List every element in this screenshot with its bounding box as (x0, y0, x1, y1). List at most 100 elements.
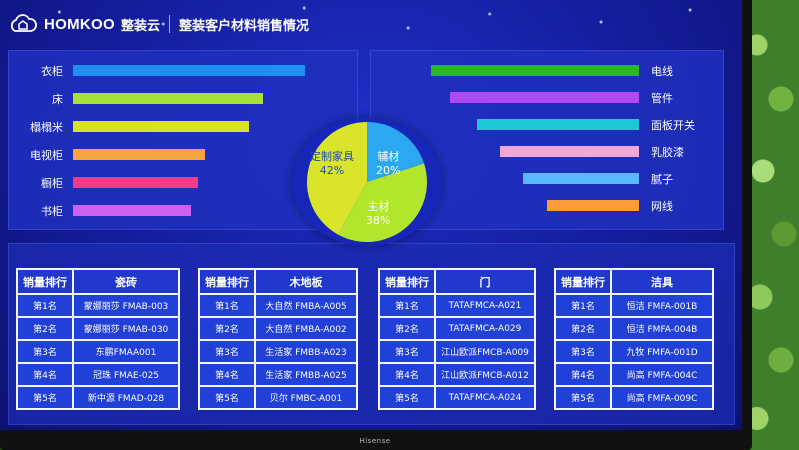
category-header: 木地板 (254, 268, 358, 295)
product-cell: 蒙娜丽莎 FMAB-030 (72, 316, 180, 341)
bar-label: 管件 (651, 92, 673, 105)
bar (73, 121, 249, 132)
dashboard-screen: HOMKOO 整装云 整装客户材料销售情况 衣柜床榻榻米 电视柜 橱柜 书柜 电线 管件… (0, 0, 742, 430)
bar-label: 电线 (651, 65, 673, 78)
table-row: 第3名 江山欧派FMCB-A009 (378, 339, 536, 364)
rank-cell: 第4名 (16, 362, 74, 387)
table-row: 第5名 贝尔 FMBC-A001 (198, 385, 358, 410)
rank-cell: 第1名 (198, 293, 256, 318)
table-row: 第2名 大自然 FMBA-A002 (198, 316, 358, 341)
product-cell: 江山欧派FMCB-A012 (434, 362, 536, 387)
product-cell: 尚高 FMFA-009C (610, 385, 714, 410)
rank-header: 销量排行 (378, 268, 436, 295)
table-row: 第4名 生活家 FMBB-A025 (198, 362, 358, 387)
product-cell: 新中源 FMAD-028 (72, 385, 180, 410)
bar (73, 205, 191, 216)
rank-cell: 第1名 (16, 293, 74, 318)
product-cell: 生活家 FMBB-A023 (254, 339, 358, 364)
table-row: 第1名 TATAFMCA-A021 (378, 293, 536, 318)
table-row: 第2名 蒙娜丽莎 FMAB-030 (16, 316, 180, 341)
product-cell: 贝尔 FMBC-A001 (254, 385, 358, 410)
pie-label-main-material: 主材 38% (366, 200, 390, 228)
rank-cell: 第3名 (16, 339, 74, 364)
table-row: 第4名 江山欧派FMCB-A012 (378, 362, 536, 387)
table-row: 第3名 东鹏FMAA001 (16, 339, 180, 364)
rank-header: 销量排行 (198, 268, 256, 295)
rank-cell: 第4名 (554, 362, 612, 387)
product-cell: 九牧 FMFA-001D (610, 339, 714, 364)
product-cell: TATAFMCA-A021 (434, 293, 536, 318)
pie-label-pct: 42% (319, 164, 345, 177)
rank-cell: 第5名 (554, 385, 612, 410)
table-row: 第4名 冠珠 FMAE-025 (16, 362, 180, 387)
brand-name: HOMKOO (44, 15, 115, 33)
pie-slice (307, 122, 367, 235)
table-row: 第1名 蒙娜丽莎 FMAB-003 (16, 293, 180, 318)
product-cell: 生活家 FMBB-A025 (254, 362, 358, 387)
product-cell: 大自然 FMBA-A002 (254, 316, 358, 341)
category-header: 洁具 (610, 268, 714, 295)
rank-cell: 第2名 (16, 316, 74, 341)
bar (73, 177, 198, 188)
bar-label: 腻子 (651, 173, 673, 186)
rank-cell: 第4名 (198, 362, 256, 387)
ranking-table-tiles: 销量排行 瓷砖 第1名 蒙娜丽莎 FMAB-003 第2名 蒙娜丽莎 FMAB-030… (16, 268, 180, 410)
category-header: 瓷砖 (72, 268, 180, 295)
dashboard-header: HOMKOO 整装云 整装客户材料销售情况 (8, 10, 309, 38)
product-cell: 东鹏FMAA001 (72, 339, 180, 364)
tv-brand-logo: Hisense (359, 437, 391, 445)
rank-cell: 第2名 (198, 316, 256, 341)
table-row: 第1名 恒洁 FMFA-001B (554, 293, 714, 318)
bar-label: 书柜 (41, 205, 63, 218)
rank-cell: 第5名 (198, 385, 256, 410)
rank-cell: 第1名 (554, 293, 612, 318)
category-header: 门 (434, 268, 536, 295)
ranking-table-doors: 销量排行门 第1名 TATAFMCA-A021 第2名 TATAFMCA-A029 … (378, 268, 536, 410)
ranking-table-flooring: 销量排行 木地板 第1名 大自然 FMBA-A005 第2名 大自然 FMBA-A00… (198, 268, 358, 410)
category-pie-chart: 定制家具 42% 辅材 20% 主材 38% (292, 118, 442, 246)
table-row: 第5名 TATAFMCA-A024 (378, 385, 536, 410)
rank-header: 销量排行 (16, 268, 74, 295)
bar (547, 200, 639, 211)
pie-slice (338, 163, 427, 242)
bar (431, 65, 639, 76)
table-row: 第2名 恒洁 FMFA-004B (554, 316, 714, 341)
table-row: 第3名 九牧 FMFA-001D (554, 339, 714, 364)
table-row: 第2名 TATAFMCA-A029 (378, 316, 536, 341)
product-cell: TATAFMCA-A029 (434, 316, 536, 341)
header-divider (168, 15, 170, 33)
bar-label: 网线 (651, 200, 673, 213)
rank-cell: 第1名 (378, 293, 436, 318)
pie-svg (307, 122, 427, 242)
product-cell: 蒙娜丽莎 FMAB-003 (72, 293, 180, 318)
star-decoration (0, 0, 742, 40)
bar-label: 橱柜 (41, 177, 63, 190)
pie-label-name: 定制家具 (310, 150, 354, 163)
rank-cell: 第3名 (554, 339, 612, 364)
bar (73, 93, 263, 104)
rank-cell: 第3名 (198, 339, 256, 364)
bar-label: 衣柜 (41, 65, 63, 78)
product-cell: 恒洁 FMFA-004B (610, 316, 714, 341)
table-row: 第3名 生活家 FMBB-A023 (198, 339, 358, 364)
bar-label: 乳胶漆 (651, 146, 684, 159)
rank-cell: 第5名 (16, 385, 74, 410)
cloud-house-icon (10, 14, 37, 32)
bar (477, 119, 639, 130)
rank-cell: 第2名 (554, 316, 612, 341)
rank-cell: 第2名 (378, 316, 436, 341)
ranking-table-sanitary: 销量排行 洁具 第1名 恒洁 FMFA-001B 第2名 恒洁 FMFA-004B 第… (554, 268, 714, 410)
pie-label-auxiliary: 辅材 20% (376, 150, 400, 178)
rank-cell: 第3名 (378, 339, 436, 364)
table-row: 第4名 尚高 FMFA-004C (554, 362, 714, 387)
pie-label-name: 主材 (367, 200, 390, 213)
product-cell: 大自然 FMBA-A005 (254, 293, 358, 318)
rank-cell: 第4名 (378, 362, 436, 387)
product-cell: TATAFMCA-A024 (434, 385, 536, 410)
bar-label: 面板开关 (651, 119, 695, 132)
product-cell: 江山欧派FMCB-A009 (434, 339, 536, 364)
rank-cell: 第5名 (378, 385, 436, 410)
pie-label-name: 辅材 (377, 150, 400, 163)
table-row: 第5名 新中源 FMAD-028 (16, 385, 180, 410)
product-cell: 恒洁 FMFA-001B (610, 293, 714, 318)
